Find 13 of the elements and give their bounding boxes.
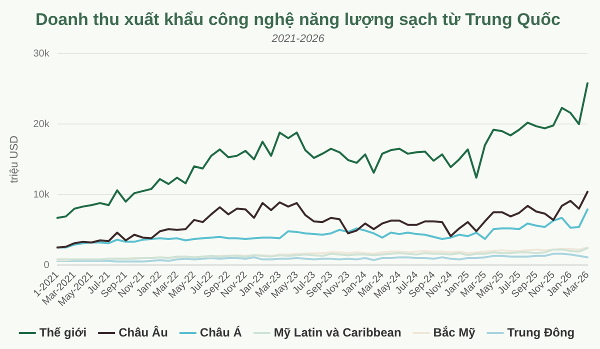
legend-label: Châu Âu bbox=[118, 325, 168, 340]
legend-label: Châu Á bbox=[200, 325, 242, 340]
y-axis-title: triệu USD bbox=[8, 135, 21, 184]
legend-label: Bắc Mỹ bbox=[433, 325, 476, 340]
legend-label: Thế giới bbox=[39, 325, 87, 340]
legend-label: Mỹ Latin và Caribbean bbox=[274, 325, 402, 340]
y-tick-label: 20k bbox=[33, 118, 50, 130]
chart-title: Doanh thu xuất khẩu công nghệ năng lượng sạch từ Trung Quốc bbox=[36, 10, 560, 29]
y-tick-label: 0 bbox=[44, 260, 50, 271]
y-tick-label: 10k bbox=[33, 189, 50, 200]
chart-subtitle: 2021-2026 bbox=[270, 33, 326, 46]
legend-label: Trung Đông bbox=[507, 325, 575, 340]
y-tick-label: 30k bbox=[33, 48, 50, 60]
